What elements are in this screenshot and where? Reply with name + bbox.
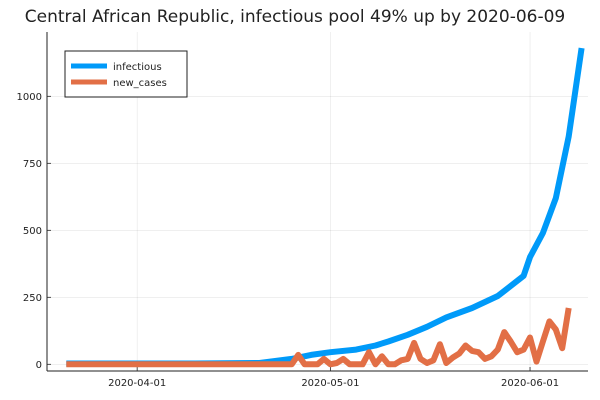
series-layer	[66, 47, 585, 368]
y-tick-label: 0	[36, 360, 42, 371]
legend-label-new-cases: new_cases	[113, 78, 167, 89]
series-line-new-cases	[66, 307, 572, 368]
legend: infectious new_cases	[64, 50, 188, 98]
y-tick-label: 500	[23, 226, 42, 237]
legend-box	[64, 50, 188, 98]
chart-title: Central African Republic, infectious poo…	[25, 7, 565, 27]
y-tick-label: 750	[23, 159, 42, 170]
legend-label-infectious: infectious	[113, 62, 162, 73]
axes: 0 250 500 750 1000 2020-04-01 2020-05-01 2020-0…	[17, 32, 588, 389]
x-tick-label: 2020-06-01	[501, 378, 559, 389]
x-tick-label: 2020-04-01	[108, 378, 166, 389]
x-tick-label: 2020-05-01	[301, 378, 359, 389]
y-tick-label: 250	[23, 293, 42, 304]
y-tick-label: 1000	[17, 92, 42, 103]
